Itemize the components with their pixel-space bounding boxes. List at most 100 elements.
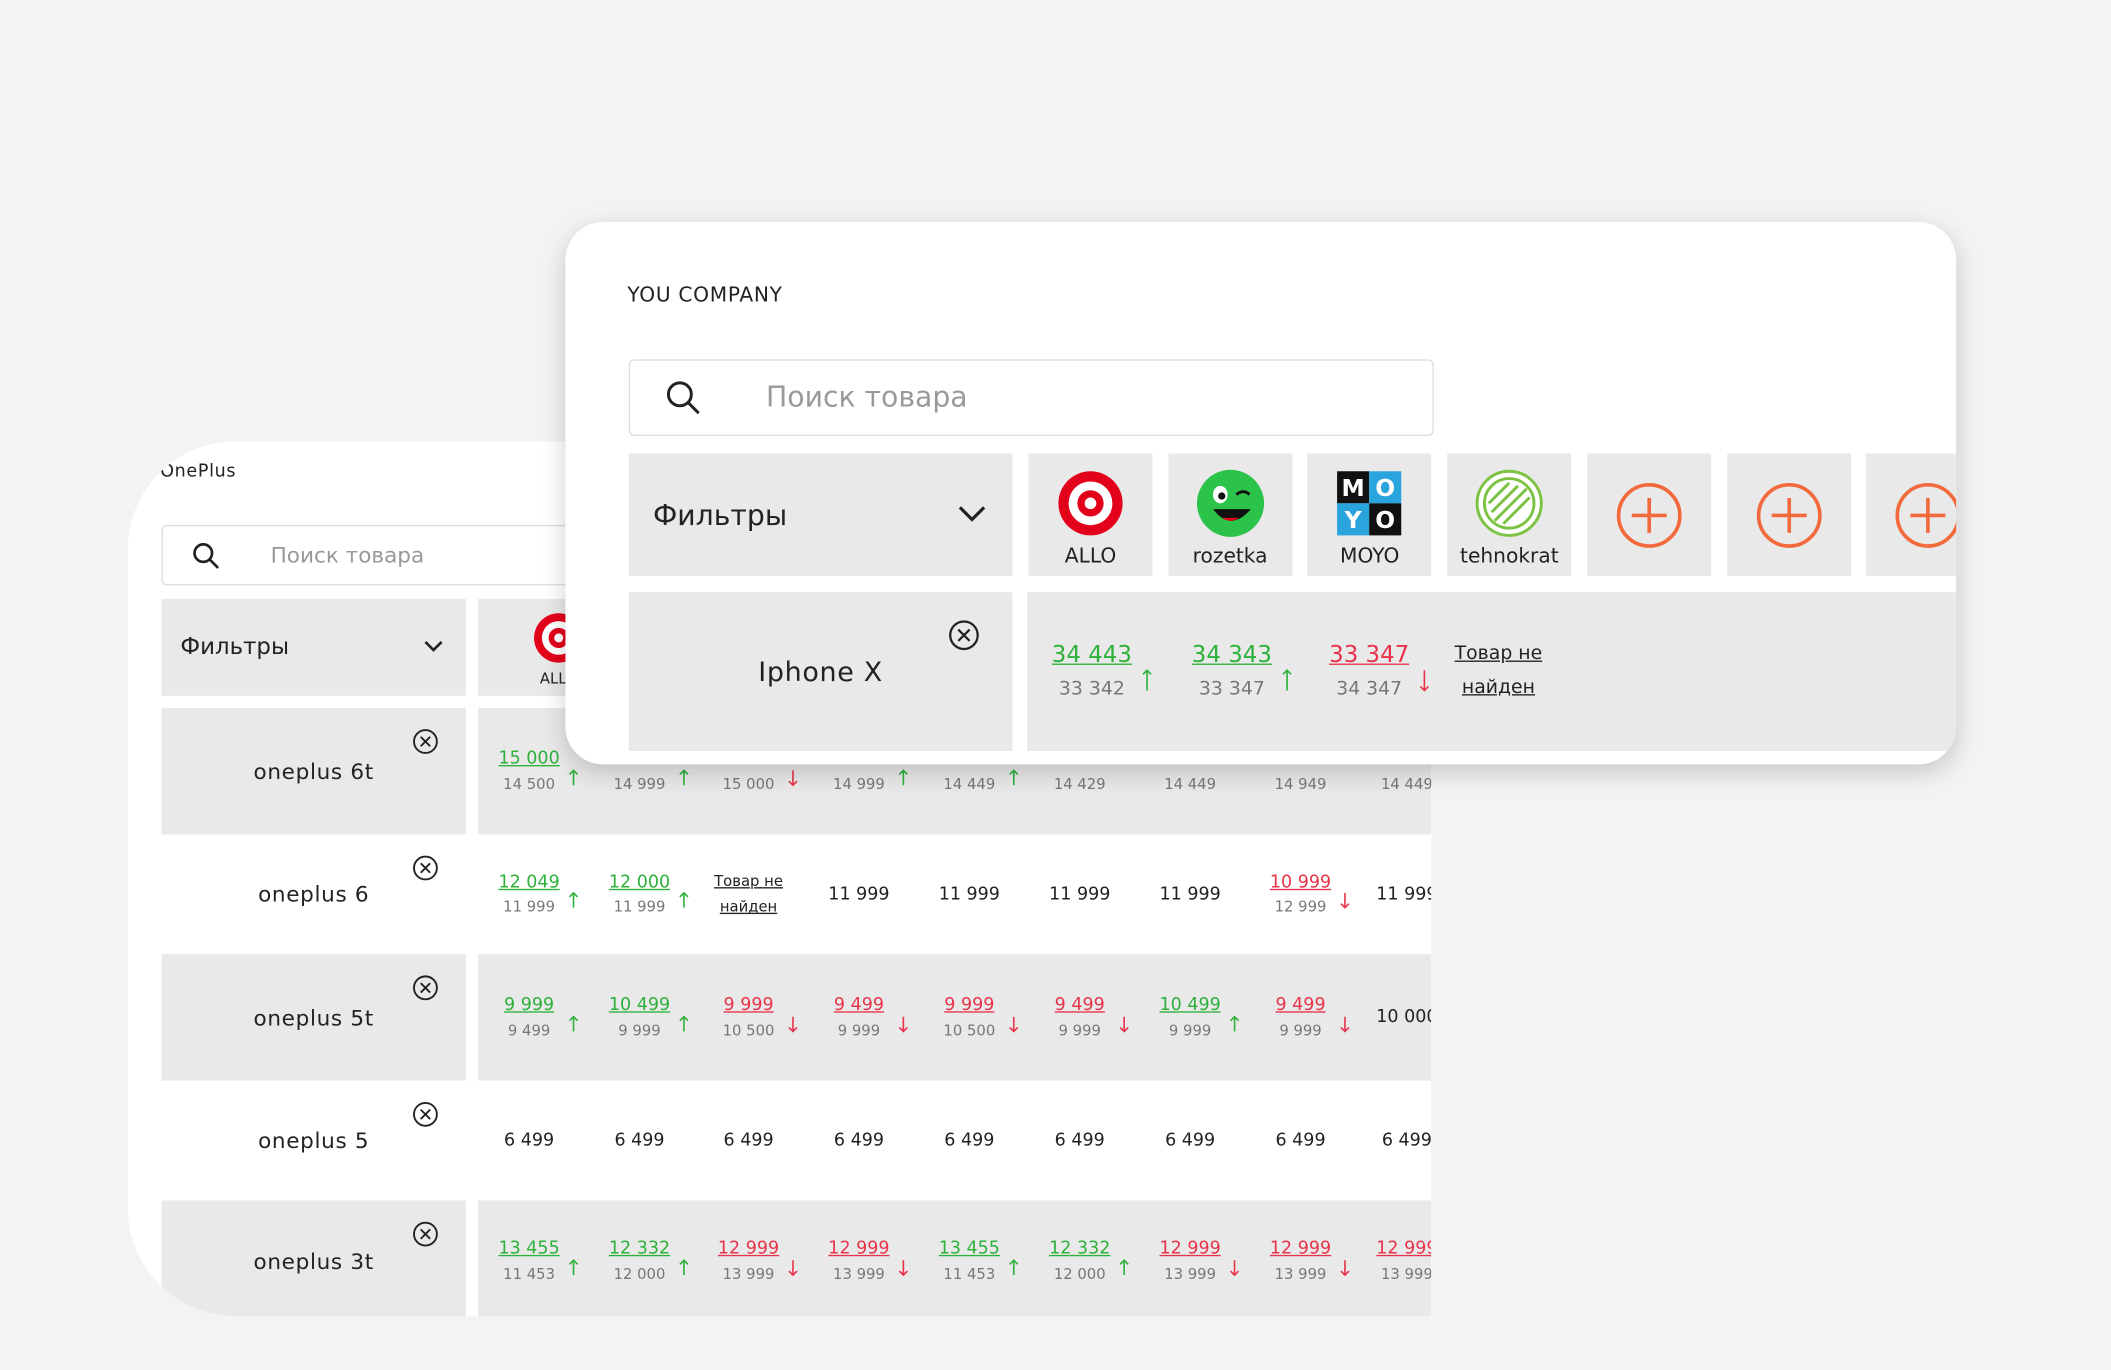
- front-title: YOU COMPANY: [627, 282, 783, 307]
- price: 6 499: [614, 1130, 665, 1151]
- price-cell: 6 499: [475, 1127, 583, 1153]
- price-cell: 6 499: [1353, 1127, 1431, 1153]
- trend-arrow: [1119, 1258, 1129, 1275]
- search-placeholder: Поиск товара: [270, 542, 425, 568]
- price-cell: 14 949: [1247, 746, 1355, 796]
- previous-price: 9 999: [837, 1021, 881, 1039]
- add-icon: [1756, 482, 1822, 548]
- price-cell: 14 429: [1026, 746, 1134, 796]
- previous-price: 14 999: [833, 775, 885, 793]
- previous-price: 14 949: [1274, 775, 1327, 793]
- filters-label: Фильтры: [180, 633, 290, 661]
- remove-button[interactable]: [412, 974, 439, 1001]
- trend-arrow: [568, 1258, 578, 1275]
- not-found[interactable]: Товар не найден: [714, 871, 783, 916]
- price-cell: 11 999: [915, 881, 1023, 907]
- store-tile[interactable]: rozetka: [1168, 453, 1293, 577]
- add-icon: [1895, 482, 1957, 548]
- price-cell: 9 499 9 999: [1026, 992, 1134, 1042]
- price-cell: 13 455 11 453: [475, 1236, 583, 1286]
- store-tile[interactable]: tehnokrat: [1447, 453, 1572, 577]
- current-price: 12 999: [1159, 1238, 1221, 1259]
- trend-arrow: [1008, 1258, 1018, 1275]
- current-price: 9 999: [723, 995, 774, 1016]
- price-cell: 10 000: [1353, 1004, 1431, 1030]
- not-found[interactable]: Товар не найден: [1454, 643, 1543, 699]
- price: 6 499: [1381, 1130, 1432, 1151]
- previous-price: 13 999: [1274, 1264, 1327, 1283]
- store-name: rozetka: [1192, 543, 1268, 568]
- current-price: 12 999: [1376, 1238, 1431, 1259]
- trend-arrow: [898, 1260, 908, 1277]
- current-price: 9 999: [504, 995, 555, 1016]
- price: 10 000: [1376, 1006, 1431, 1028]
- price-row: 34 443 33 342 34 343 33 347 33 347 34 347 Това…: [1027, 592, 1957, 751]
- product-name-cell: oneplus 6: [162, 834, 466, 954]
- price-cell: 10 999 12 999: [1247, 869, 1355, 919]
- back-title: OnePlus: [160, 461, 237, 482]
- previous-price: 9 999: [1058, 1021, 1101, 1039]
- product-name-cell: oneplus 5: [162, 1081, 466, 1201]
- remove-button[interactable]: [412, 855, 439, 882]
- price-cell: 33 347 34 347: [1305, 639, 1434, 703]
- price: 6 499: [1275, 1130, 1326, 1151]
- previous-price: 14 449: [1164, 775, 1217, 793]
- price-cell: 6 499: [1247, 1127, 1355, 1153]
- product-name: oneplus 5t: [253, 1004, 374, 1031]
- previous-price: 13 999: [722, 1264, 775, 1283]
- current-price: 13 455: [938, 1238, 1000, 1259]
- trend-arrow: [678, 769, 688, 786]
- store-tile[interactable]: M O Y O MOYO: [1307, 453, 1432, 577]
- previous-price: 11 999: [503, 898, 556, 916]
- remove-button[interactable]: [412, 728, 439, 755]
- store-tile[interactable]: ALLO: [1028, 453, 1153, 577]
- current-price: 10 499: [608, 995, 671, 1016]
- current-price: 12 999: [717, 1238, 780, 1259]
- current-price: 12 332: [1049, 1238, 1111, 1259]
- filters-dropdown[interactable]: Фильтры: [161, 598, 466, 696]
- price-cell: 15 000 14 500: [475, 746, 583, 796]
- price-cell: 12 999 13 999: [805, 1236, 913, 1286]
- price: 6 499: [833, 1130, 884, 1151]
- store-name: ALLO: [1064, 543, 1117, 568]
- price-cell: 10 499 9 999: [586, 992, 694, 1042]
- remove-button[interactable]: [412, 1101, 439, 1128]
- add-store-tile[interactable]: [1587, 453, 1711, 577]
- trend-arrow: [1339, 1260, 1350, 1277]
- product-name: oneplus 3t: [253, 1248, 374, 1274]
- store-name: tehnokrat: [1460, 543, 1559, 568]
- previous-price: 10 500: [943, 1021, 996, 1039]
- previous-price: 9 499: [507, 1021, 551, 1039]
- remove-button[interactable]: [948, 619, 980, 651]
- trend-arrow: [1339, 1016, 1350, 1033]
- price: 11 999: [1159, 883, 1221, 905]
- previous-price: 14 449: [943, 775, 996, 793]
- price: 11 999: [1049, 883, 1111, 905]
- search-box[interactable]: Поиск товара: [161, 524, 703, 586]
- previous-price: 14 429: [1053, 775, 1106, 793]
- add-store-tile[interactable]: [1726, 453, 1851, 577]
- price-cell: 34 343 33 347: [1167, 639, 1296, 703]
- previous-price: 11 999: [613, 898, 666, 916]
- price-cell: 6 499: [1026, 1127, 1134, 1153]
- previous-price: 13 999: [833, 1264, 885, 1283]
- price-cell: Товар не найден: [1434, 638, 1563, 706]
- price-cell: 6 499: [915, 1127, 1023, 1153]
- previous-price: 33 342: [1058, 677, 1125, 700]
- trend-arrow: [678, 1015, 688, 1032]
- search-box[interactable]: Поиск товара: [628, 359, 1434, 437]
- price: 11 999: [828, 883, 890, 905]
- remove-button[interactable]: [412, 1221, 439, 1248]
- trend-arrow: [568, 769, 578, 786]
- product-name: oneplus 6t: [253, 758, 374, 784]
- store-logo: [1196, 469, 1264, 537]
- price-cell: 6 499: [805, 1127, 913, 1153]
- price: 11 999: [1376, 883, 1431, 905]
- price-cell: 14 449: [1353, 746, 1431, 796]
- chevron: [958, 506, 986, 522]
- add-store-tile[interactable]: [1866, 453, 1957, 577]
- previous-price: 12 000: [613, 1264, 666, 1283]
- price-cell: 14 449: [915, 746, 1023, 796]
- filters-dropdown[interactable]: Фильтры: [628, 453, 1013, 577]
